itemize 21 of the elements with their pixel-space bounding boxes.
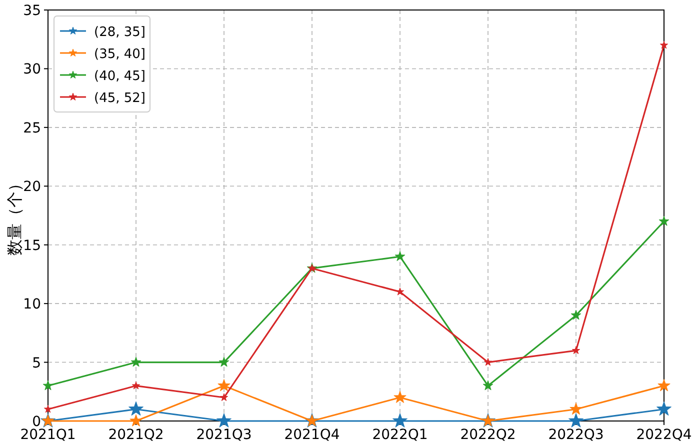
y-tick-label: 20	[23, 179, 41, 196]
y-tick-label: 0	[32, 414, 41, 430]
legend-label: (35, 40]	[94, 47, 146, 62]
x-tick-label: 2022Q4	[636, 427, 692, 443]
y-tick-label: 25	[23, 120, 41, 136]
x-tick-label: 2021Q3	[196, 427, 252, 443]
y-tick-label: 10	[23, 296, 41, 313]
x-tick-label: 2022Q3	[548, 427, 604, 443]
y-tick-label: 30	[23, 62, 41, 78]
legend-label: (40, 45]	[94, 69, 146, 84]
x-tick-label: 2022Q1	[372, 427, 428, 443]
x-tick-label: 2021Q4	[284, 427, 340, 443]
y-tick-label: 5	[32, 355, 41, 372]
y-axis-title: 数量（个）	[5, 176, 24, 256]
x-tick-label: 2021Q2	[108, 427, 164, 443]
y-tick-label: 15	[23, 238, 41, 254]
legend-label: (45, 52]	[94, 91, 146, 106]
legend-label: (28, 35]	[94, 25, 146, 40]
x-tick-label: 2022Q2	[460, 427, 516, 443]
y-tick-label: 35	[23, 3, 41, 19]
x-tick-label: 2021Q1	[20, 427, 76, 443]
